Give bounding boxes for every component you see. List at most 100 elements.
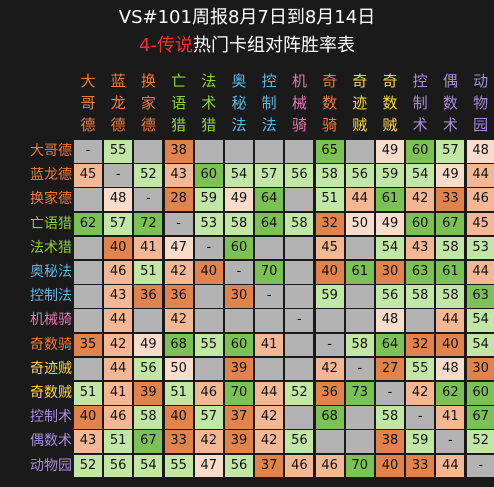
matchup-cell: 44 <box>436 309 465 332</box>
matchup-cell: 48 <box>436 357 465 381</box>
row-header: 法术猎 <box>30 239 72 256</box>
matchup-cell: 42 <box>194 430 223 453</box>
matchup-cell <box>285 406 314 429</box>
matchup-cell: 58 <box>406 285 435 308</box>
matchup-cell: 48 <box>104 188 133 211</box>
matchup-cell: 44 <box>436 454 465 478</box>
matchup-cell: 59 <box>194 188 223 211</box>
matchup-cell: - <box>74 140 102 163</box>
rank-label: 4-传说 <box>139 35 193 56</box>
matchup-cell: 33 <box>406 454 435 478</box>
matchup-cell: 45 <box>315 236 344 260</box>
matchup-cell: 46 <box>466 188 494 211</box>
column-header: 大哥德 <box>80 72 96 134</box>
matchup-cell: 42 <box>255 430 284 453</box>
row-header: 奥秘法 <box>30 264 72 280</box>
matchup-cell: 42 <box>164 309 193 332</box>
matchup-cell <box>225 309 253 332</box>
row-header: 控制法 <box>30 288 72 305</box>
matchup-cell: 70 <box>225 382 253 405</box>
matchup-cell: 43 <box>74 430 102 453</box>
column-header: 动物园 <box>473 72 489 134</box>
matchup-cell: 70 <box>345 454 374 478</box>
matchup-cell: 41 <box>436 406 465 429</box>
matchup-cell: 51 <box>74 382 102 405</box>
matchup-cell: 43 <box>104 285 133 308</box>
matchup-cell: 43 <box>164 164 193 187</box>
column-header: 控制术 <box>412 72 428 134</box>
matchup-cell: 36 <box>134 285 163 308</box>
matchup-cell: 49 <box>134 333 163 357</box>
matchup-cell: 27 <box>376 357 404 381</box>
matchup-cell: 40 <box>194 261 223 284</box>
matchup-cell: 64 <box>255 188 284 211</box>
matchup-cell: 39 <box>134 382 163 405</box>
row-header: 奇数骑 <box>30 336 72 353</box>
matchup-cell <box>194 285 223 308</box>
matchup-cell: 41 <box>104 382 133 405</box>
matchup-cell: 39 <box>225 357 253 381</box>
matchup-cell <box>345 406 374 429</box>
matchup-cell <box>345 285 374 308</box>
matchup-cell: 44 <box>255 382 284 405</box>
column-header: 偶数术 <box>442 72 458 134</box>
matchup-cell: 55 <box>164 454 193 478</box>
matchup-cell: 42 <box>164 261 193 284</box>
matchup-cell: 54 <box>134 454 163 478</box>
matchup-cell: 63 <box>406 261 435 284</box>
matchup-cell: 54 <box>376 236 404 260</box>
matchup-cell: 50 <box>164 357 193 381</box>
matchup-cell: 36 <box>164 285 193 308</box>
matchup-cell: 30 <box>466 357 494 381</box>
column-header: 奇数贼 <box>382 72 398 134</box>
row-header: 动物园 <box>30 457 72 474</box>
matchup-cell <box>345 236 374 260</box>
row-header: 大哥德 <box>30 143 72 159</box>
matchup-cell: 49 <box>376 212 404 236</box>
row-header: 偶数术 <box>30 433 72 450</box>
matchup-cell <box>134 140 163 163</box>
matchup-cell: 28 <box>164 188 193 211</box>
matchup-cell: 55 <box>194 333 223 357</box>
matchup-cell <box>315 430 344 453</box>
matchup-cell: 40 <box>164 406 193 429</box>
matchup-cell <box>194 357 223 381</box>
matchup-cell: 50 <box>345 212 374 236</box>
matchup-cell: - <box>134 188 163 211</box>
matchup-cell: 48 <box>466 140 494 163</box>
matchup-cell: 56 <box>285 430 314 453</box>
matchup-cell <box>74 285 102 308</box>
matchup-cell: 64 <box>255 212 284 236</box>
row-header: 奇数贼 <box>30 385 72 401</box>
matchup-cell: 53 <box>466 236 494 260</box>
matchup-cell: 35 <box>74 333 102 357</box>
matchup-cell: 46 <box>315 454 344 478</box>
column-header: 换家德 <box>140 72 156 134</box>
matchup-cell: 67 <box>466 406 494 429</box>
column-header: 奇迹贼 <box>352 72 368 134</box>
matchup-cell: 51 <box>164 382 193 405</box>
matchup-cell: 49 <box>225 188 253 211</box>
matchup-cell: 49 <box>436 164 465 187</box>
matchup-cell: 73 <box>345 382 374 405</box>
matchup-cell: 60 <box>194 164 223 187</box>
chart-title: VS#101周报8月7日到8月14日 <box>118 7 376 28</box>
matchup-cell: 44 <box>466 261 494 284</box>
matchup-cell: 59 <box>315 285 344 308</box>
matchup-cell: 33 <box>164 430 193 453</box>
matchup-cell: 46 <box>104 406 133 429</box>
matchup-cell: 54 <box>225 164 253 187</box>
matchup-cell: 44 <box>104 357 133 381</box>
matchup-cell <box>285 140 314 163</box>
matchup-cell: 52 <box>285 382 314 405</box>
matchup-cell: - <box>104 164 133 187</box>
matchup-cell: 39 <box>225 430 253 453</box>
matchup-cell: - <box>285 309 314 332</box>
matchup-cell <box>74 357 102 381</box>
matchup-cell: 59 <box>376 164 404 187</box>
matchup-cell: 56 <box>285 164 314 187</box>
matchup-cell: 55 <box>406 357 435 381</box>
matchup-cell: 32 <box>315 212 344 236</box>
matchup-cell: 64 <box>376 333 404 357</box>
matchup-cell: 42 <box>315 357 344 381</box>
